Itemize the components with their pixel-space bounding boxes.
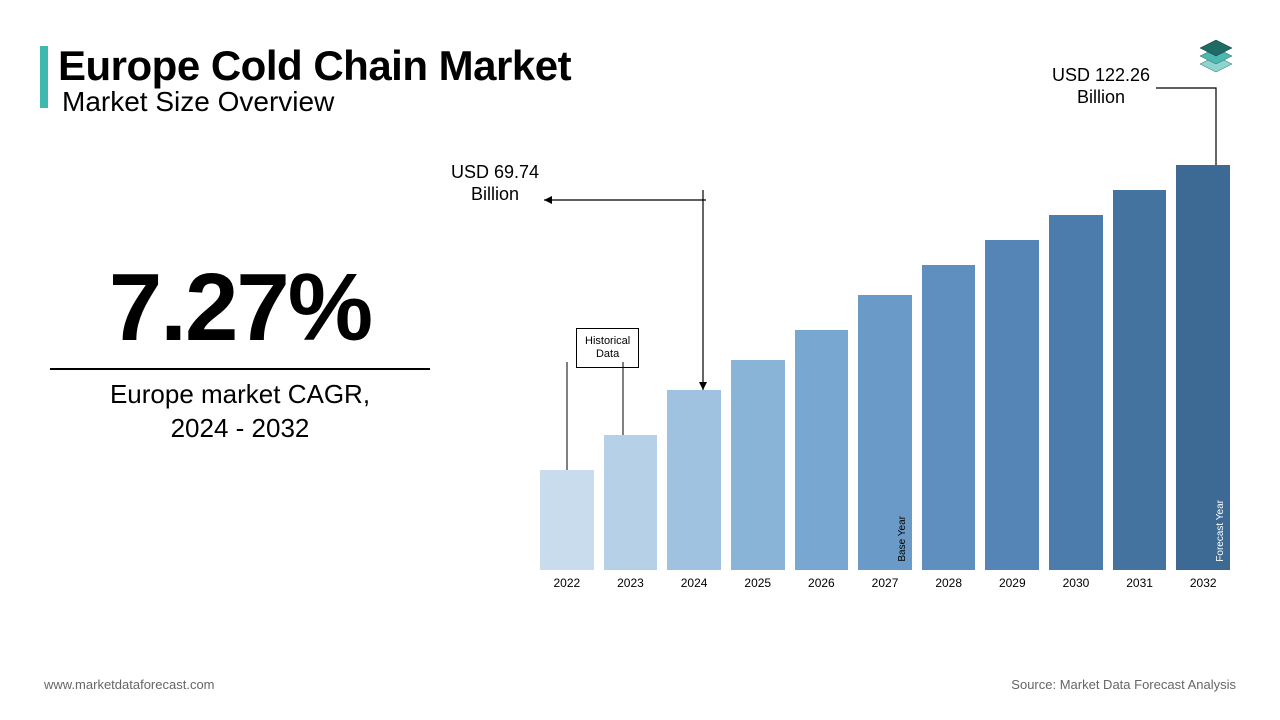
bar-2029 [985,240,1039,570]
bar-wrapper: Forecast Year 2032 [1176,165,1230,590]
bars-container: 2022 2023 2024 2025 2026 Base Year 2027 2028 202… [540,180,1230,590]
bar-wrapper: 2029 [985,240,1039,590]
bar-2024 [667,390,721,570]
bar-2032: Forecast Year [1176,165,1230,570]
bar-year-label: 2032 [1190,576,1217,590]
bar-year-label: 2027 [872,576,899,590]
bar-2031 [1113,190,1167,570]
bar-2026 [795,330,849,570]
bar-year-label: 2024 [681,576,708,590]
cagr-label: Europe market CAGR, 2024 - 2032 [40,378,440,446]
bar-wrapper: 2024 [667,390,721,590]
bar-2023 [604,435,658,570]
bar-year-label: 2030 [1063,576,1090,590]
bar-annotation: Forecast Year [1215,500,1226,562]
header: Europe Cold Chain Market Market Size Ove… [40,42,571,118]
bar-wrapper: Base Year 2027 [858,295,912,590]
footer-url: www.marketdataforecast.com [44,677,215,692]
bar-2028 [922,265,976,570]
bar-year-label: 2022 [553,576,580,590]
cagr-panel: 7.27% Europe market CAGR, 2024 - 2032 [40,260,440,446]
bar-year-label: 2023 [617,576,644,590]
bar-year-label: 2025 [744,576,771,590]
callout-start-value: USD 69.74 Billion [450,162,540,205]
bar-wrapper: 2031 [1113,190,1167,590]
title-accent-bar [40,46,48,108]
market-size-bar-chart: USD 122.26 Billion USD 69.74 Billion His… [540,180,1230,610]
bar-year-label: 2029 [999,576,1026,590]
bar-2025 [731,360,785,570]
bar-wrapper: 2023 [604,435,658,590]
footer-source: Source: Market Data Forecast Analysis [1011,677,1236,692]
cagr-divider [50,368,430,370]
bar-year-label: 2031 [1126,576,1153,590]
bar-wrapper: 2030 [1049,215,1103,590]
bar-2027: Base Year [858,295,912,570]
bar-year-label: 2026 [808,576,835,590]
bar-wrapper: 2026 [795,330,849,590]
bar-2030 [1049,215,1103,570]
bar-2022 [540,470,594,570]
cagr-label-line2: 2024 - 2032 [171,413,310,443]
bar-annotation: Base Year [897,516,908,562]
cagr-label-line1: Europe market CAGR, [110,379,370,409]
bar-wrapper: 2025 [731,360,785,590]
brand-logo-icon [1190,28,1242,80]
bar-wrapper: 2022 [540,470,594,590]
bar-wrapper: 2028 [922,265,976,590]
bar-year-label: 2028 [935,576,962,590]
callout-end-value: USD 122.26 Billion [1026,65,1176,108]
cagr-value: 7.27% [40,260,440,356]
page-subtitle: Market Size Overview [62,86,571,118]
page-title: Europe Cold Chain Market [58,42,571,90]
